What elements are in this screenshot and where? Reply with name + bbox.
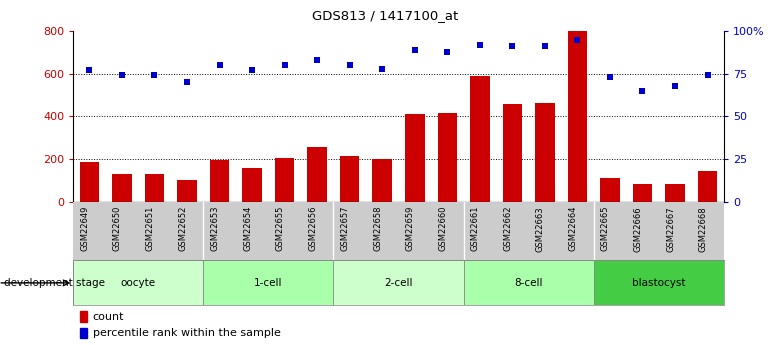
Text: GSM22652: GSM22652 [178,206,187,251]
Bar [698,171,718,202]
Point [571,37,584,42]
Bar [437,113,457,202]
Bar [112,174,132,202]
Bar [470,76,490,202]
Bar [373,159,392,202]
Text: GSM22653: GSM22653 [210,206,219,252]
Text: GSM22659: GSM22659 [406,206,415,251]
Text: GSM22658: GSM22658 [373,206,382,252]
Text: GSM22667: GSM22667 [666,206,675,252]
Bar [203,260,333,305]
Point [506,44,518,49]
Bar [665,184,685,202]
Bar [594,260,724,305]
Text: 8-cell: 8-cell [514,278,543,288]
Text: GSM22650: GSM22650 [113,206,122,251]
Bar [405,114,424,202]
Text: GSM22660: GSM22660 [438,206,447,252]
Bar [243,168,262,202]
Point [116,73,128,78]
Bar [79,162,99,202]
Text: 2-cell: 2-cell [384,278,413,288]
Text: GDS813 / 1417100_at: GDS813 / 1417100_at [312,9,458,22]
Text: GSM22668: GSM22668 [698,206,708,252]
Text: GSM22663: GSM22663 [536,206,545,252]
Text: GSM22661: GSM22661 [470,206,480,252]
Point [181,80,193,85]
Text: GSM22651: GSM22651 [146,206,155,251]
Point [246,68,258,73]
Point [213,62,226,68]
Text: 1-cell: 1-cell [254,278,283,288]
Point [409,47,421,52]
Text: count: count [92,312,124,322]
Point [441,49,454,54]
Point [376,66,388,71]
Text: percentile rank within the sample: percentile rank within the sample [92,328,280,338]
Bar [503,104,522,202]
Bar [79,328,88,338]
Bar [73,260,203,305]
Point [83,68,95,73]
Text: GSM22649: GSM22649 [80,206,89,251]
Point [311,57,323,63]
Point [149,73,161,78]
Bar [633,184,652,202]
Bar [209,160,229,202]
Point [701,73,714,78]
Bar [340,156,360,202]
Bar [145,174,164,202]
Bar [307,147,327,202]
Bar [464,260,594,305]
Text: GSM22666: GSM22666 [634,206,642,252]
Point [636,88,648,93]
Point [669,83,681,88]
Text: GSM22657: GSM22657 [340,206,350,252]
Point [604,75,616,80]
Bar [600,178,620,202]
Text: GSM22665: GSM22665 [601,206,610,252]
Point [279,62,291,68]
Point [539,44,551,49]
Text: GSM22662: GSM22662 [504,206,512,252]
Text: GSM22656: GSM22656 [308,206,317,252]
Text: development stage: development stage [4,278,105,288]
Bar [177,180,197,202]
Text: oocyte: oocyte [121,278,156,288]
Text: GSM22655: GSM22655 [276,206,285,251]
Bar [567,31,588,202]
Text: blastocyst: blastocyst [632,278,685,288]
Text: GSM22664: GSM22664 [568,206,578,252]
Point [474,42,486,48]
Bar [333,260,464,305]
Point [343,62,356,68]
Bar [79,311,88,322]
Bar [275,158,294,202]
Text: GSM22654: GSM22654 [243,206,252,251]
Bar [535,102,554,202]
